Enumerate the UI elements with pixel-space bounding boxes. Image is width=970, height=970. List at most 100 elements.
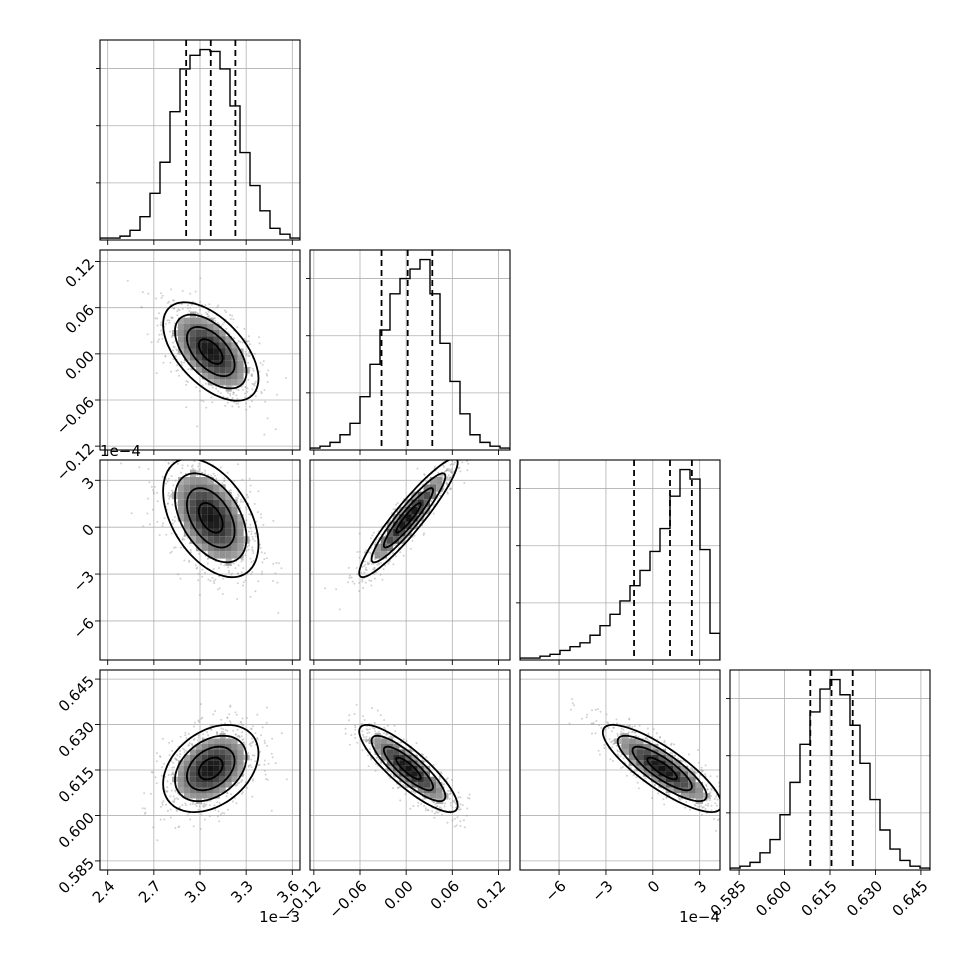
- sample-point: [175, 348, 178, 351]
- sample-point: [365, 728, 368, 731]
- density-cell: [207, 484, 214, 492]
- sample-point: [179, 753, 182, 755]
- density-cell: [237, 360, 244, 367]
- sample-point: [455, 456, 457, 458]
- sample-point: [383, 719, 386, 721]
- sample-point: [264, 773, 267, 776]
- sample-point: [477, 444, 479, 446]
- density-cell: [225, 336, 232, 343]
- sample-point: [163, 517, 166, 520]
- density-cell: [231, 373, 238, 380]
- sample-point: [445, 478, 448, 481]
- sample-point: [188, 742, 191, 745]
- sample-point: [475, 450, 477, 452]
- sample-point: [151, 508, 154, 511]
- sample-point: [167, 494, 170, 497]
- sample-point: [234, 733, 237, 736]
- sample-point: [183, 559, 186, 562]
- sample-point: [200, 717, 203, 720]
- sample-point: [396, 502, 399, 505]
- density-cell: [189, 330, 196, 337]
- density-cell: [237, 754, 244, 761]
- sample-point: [222, 728, 225, 731]
- sample-point: [218, 567, 220, 569]
- sample-point: [253, 352, 256, 355]
- sample-point: [159, 805, 162, 808]
- sample-point: [366, 740, 368, 743]
- sample-point: [461, 461, 464, 464]
- sample-point: [204, 571, 207, 574]
- density-cell: [219, 330, 226, 337]
- sample-point: [185, 383, 188, 386]
- density-cell: [225, 749, 232, 755]
- sample-point: [251, 741, 254, 744]
- sample-point: [368, 731, 371, 734]
- density-cell: [213, 738, 220, 744]
- sample-point: [155, 297, 158, 300]
- sample-point: [175, 758, 178, 761]
- sample-point: [285, 376, 287, 379]
- sample-point: [246, 545, 249, 548]
- sample-point: [254, 380, 257, 383]
- sample-point: [459, 825, 462, 827]
- sample-point: [241, 341, 244, 344]
- sample-point: [166, 790, 169, 793]
- density-cell: [225, 348, 232, 355]
- sample-point: [262, 523, 265, 526]
- sample-point: [258, 763, 261, 766]
- sample-point: [205, 406, 208, 409]
- density-cell: [237, 528, 244, 537]
- sample-point: [263, 742, 266, 744]
- sample-point: [231, 572, 234, 575]
- sample-point: [170, 789, 173, 792]
- sample-point: [224, 404, 227, 407]
- sample-point: [216, 732, 219, 735]
- sample-point: [209, 728, 212, 731]
- sample-point: [442, 464, 445, 467]
- sample-point: [190, 743, 193, 746]
- density-cell: [201, 491, 208, 500]
- sample-point: [244, 554, 247, 557]
- sample-point: [176, 462, 179, 465]
- sample-point: [251, 737, 253, 740]
- sample-point: [214, 710, 217, 713]
- density-cell: [423, 491, 430, 500]
- density-cell: [207, 477, 214, 485]
- sample-point: [248, 355, 251, 357]
- sample-point: [185, 406, 188, 409]
- sample-point: [466, 807, 469, 810]
- sample-point: [355, 567, 358, 569]
- sample-point: [249, 557, 252, 560]
- sample-point: [371, 534, 374, 537]
- sample-point: [376, 563, 379, 566]
- sample-point: [148, 481, 151, 484]
- density-cell: [207, 360, 214, 367]
- sample-point: [459, 803, 462, 806]
- density-cell: [178, 765, 184, 772]
- sample-point: [156, 839, 159, 842]
- sample-point: [196, 474, 199, 476]
- density-cell: [183, 760, 190, 766]
- density-cell: [213, 787, 220, 794]
- sample-point: [404, 793, 407, 796]
- sample-point: [417, 801, 420, 804]
- sample-point: [387, 562, 390, 565]
- sample-point: [462, 819, 465, 822]
- sample-point: [215, 731, 218, 734]
- density-cell: [178, 506, 184, 515]
- density-cell: [219, 360, 226, 367]
- sample-point: [274, 762, 277, 765]
- sample-point: [234, 567, 237, 570]
- sample-point: [253, 502, 256, 505]
- sample-point: [247, 335, 250, 338]
- density-cell: [386, 536, 394, 544]
- sample-point: [237, 495, 240, 498]
- sample-point: [201, 568, 204, 571]
- sample-point: [213, 317, 216, 320]
- density-cell: [237, 749, 244, 755]
- sample-point: [202, 805, 205, 807]
- sample-point: [161, 766, 164, 769]
- sample-point: [249, 527, 252, 530]
- sample-point: [247, 548, 250, 551]
- sample-point: [449, 463, 452, 466]
